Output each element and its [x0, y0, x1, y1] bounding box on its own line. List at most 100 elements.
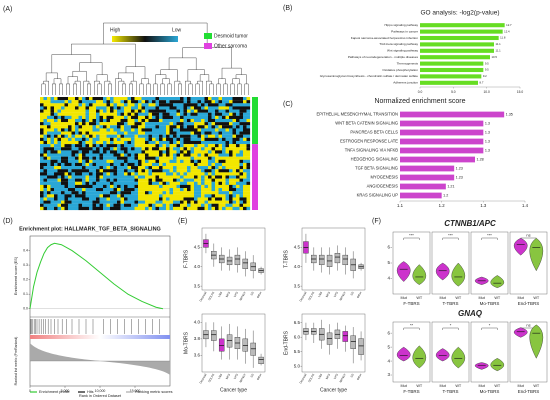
heatmap-cell [127, 150, 132, 154]
heatmap-cell [110, 203, 114, 207]
heatmap-cell [145, 106, 149, 110]
heatmap-cell [96, 125, 100, 129]
heatmap-cell [208, 172, 212, 176]
heatmap-cell [152, 178, 156, 182]
heatmap-cell [187, 134, 191, 138]
heatmap-cell [120, 97, 125, 101]
heatmap-cell [225, 134, 230, 138]
box [334, 252, 341, 264]
heatmap-cell [211, 153, 216, 157]
heatmap-cell [50, 140, 55, 145]
heatmap-cell [61, 137, 65, 142]
heatmap-cell [183, 200, 188, 204]
dendrogram-branch [139, 83, 144, 95]
heatmap-cell [166, 109, 170, 113]
heatmap-cell [194, 100, 198, 104]
heatmap-cell [64, 181, 69, 185]
heatmap-cell [222, 191, 226, 195]
heatmap-cell [120, 144, 125, 148]
heatmap-cell [159, 175, 163, 179]
heatmap-cell [96, 203, 100, 207]
heatmap-cell [117, 178, 121, 182]
heatmap-cell [169, 175, 174, 179]
dendrogram-branch [43, 80, 49, 95]
heatmap-cell [243, 172, 247, 176]
heatmap-cell [141, 150, 146, 154]
heatmap-cell [194, 140, 198, 145]
heatmap-cell [236, 172, 240, 176]
heatmap-cell [141, 118, 146, 123]
heatmap-cell [78, 131, 83, 135]
heatmap-cell [145, 137, 149, 142]
heatmap-cell [169, 150, 174, 154]
y-tick-label: 0.0 [23, 307, 28, 311]
heatmap-cell [187, 128, 191, 132]
heatmap-cell [117, 147, 121, 151]
heatmap-cell [134, 203, 139, 207]
heatmap-cell [204, 125, 209, 129]
heatmap-cell [99, 140, 104, 145]
heatmap-cell [110, 166, 114, 170]
heatmap-cell [162, 206, 167, 211]
heatmap-cell [120, 109, 125, 113]
bar [420, 42, 494, 47]
heatmap-cell [64, 188, 69, 192]
heatmap-cell [92, 131, 97, 135]
heatmap-cell [243, 103, 247, 107]
heatmap-cell [215, 184, 219, 189]
heatmap-cell [232, 178, 237, 182]
heatmap-cell [61, 197, 65, 201]
heatmap-cell [99, 128, 104, 132]
dendrogram-branch [96, 74, 108, 82]
heatmap-cell [113, 153, 118, 157]
heatmap-cell [159, 131, 163, 135]
heatmap-cell [103, 137, 107, 142]
heatmap-cell [229, 156, 233, 160]
heatmap-cell [131, 184, 135, 189]
heatmap-cell [50, 115, 55, 120]
heatmap-cell [246, 118, 251, 123]
heatmap-cell [194, 97, 198, 101]
heatmap-cell [201, 106, 205, 110]
heatmap-cell [152, 156, 156, 160]
heatmap-cell [127, 169, 132, 173]
heatmap-cell [89, 112, 93, 116]
heatmap-cell [120, 150, 125, 154]
heatmap-cell [103, 206, 107, 211]
heatmap-cell [145, 131, 149, 135]
heatmap-cell [145, 140, 149, 145]
heatmap-cell [89, 125, 93, 129]
heatmap-cell [162, 109, 167, 113]
heatmap-cell [176, 109, 181, 113]
dendrogram-branch [59, 83, 63, 95]
heatmap-cell [180, 206, 184, 211]
heatmap-cell [152, 144, 156, 148]
heatmap-cell [43, 156, 48, 160]
heatmap-cell [131, 197, 135, 201]
dendrogram-branch [188, 83, 193, 95]
heatmap-cell [208, 191, 212, 195]
heatmap-cell [169, 128, 174, 132]
heatmap-cell [204, 109, 209, 113]
heatmap-cell [85, 147, 90, 151]
heatmap-cell [187, 106, 191, 110]
heatmap-cell [204, 156, 209, 160]
heatmap-cell [215, 188, 219, 192]
heatmap-cell [145, 112, 149, 116]
heatmap-cell [96, 156, 100, 160]
heatmap-cell [103, 118, 107, 123]
heatmap-cell [232, 115, 237, 120]
heatmap-cell [229, 97, 233, 101]
heatmap-cell [155, 103, 160, 107]
heatmap-cell [236, 128, 240, 132]
heatmap-cell [117, 203, 121, 207]
heatmap-cell [50, 200, 55, 204]
heatmap-cell [99, 156, 104, 160]
heatmap-cell [85, 203, 90, 207]
heatmap-cell [183, 178, 188, 182]
heatmap-cell [159, 159, 163, 164]
heatmap-cell [64, 134, 69, 138]
heatmap-cell [229, 109, 233, 113]
heatmap-cell [120, 169, 125, 173]
heatmap-cell [197, 156, 202, 160]
